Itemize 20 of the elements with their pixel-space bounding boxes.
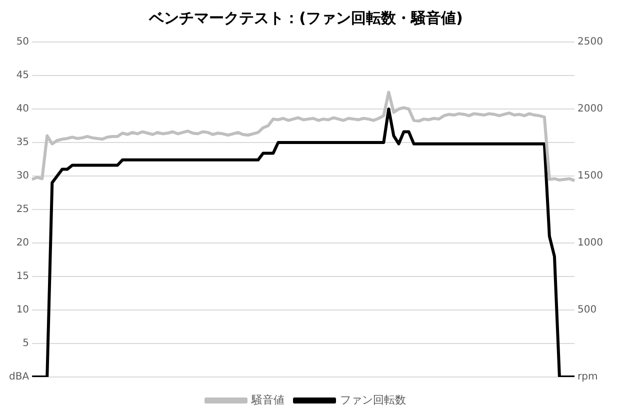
- legend-label: 騒音値: [250, 394, 284, 407]
- y-tick-label: 10: [16, 304, 30, 316]
- y-tick-label: 15: [16, 271, 30, 282]
- y-tick-label: dBA: [8, 372, 30, 383]
- y-tick-label: 45: [16, 70, 30, 82]
- y-tick-label: 5: [22, 338, 30, 350]
- chart-title: ベンチマークテスト：(ファン回転数・騒音値): [148, 8, 463, 27]
- y2-tick-label: 2500: [578, 36, 604, 48]
- y-tick-label: 35: [16, 137, 30, 148]
- y2-tick-label: 500: [578, 304, 597, 316]
- y2-tick-label: rpm: [578, 372, 598, 383]
- y2-tick-label: 1000: [578, 238, 604, 249]
- y-tick-label: 50: [16, 36, 30, 48]
- legend-label: ファン回転数: [340, 394, 406, 407]
- y2-tick-label: 1500: [578, 170, 604, 182]
- y-tick-label: 30: [16, 170, 30, 182]
- y-tick-label: 40: [16, 104, 30, 115]
- y-tick-label: 25: [16, 204, 30, 216]
- y2-tick-label: 2000: [578, 104, 604, 115]
- y-tick-label: 20: [16, 238, 30, 249]
